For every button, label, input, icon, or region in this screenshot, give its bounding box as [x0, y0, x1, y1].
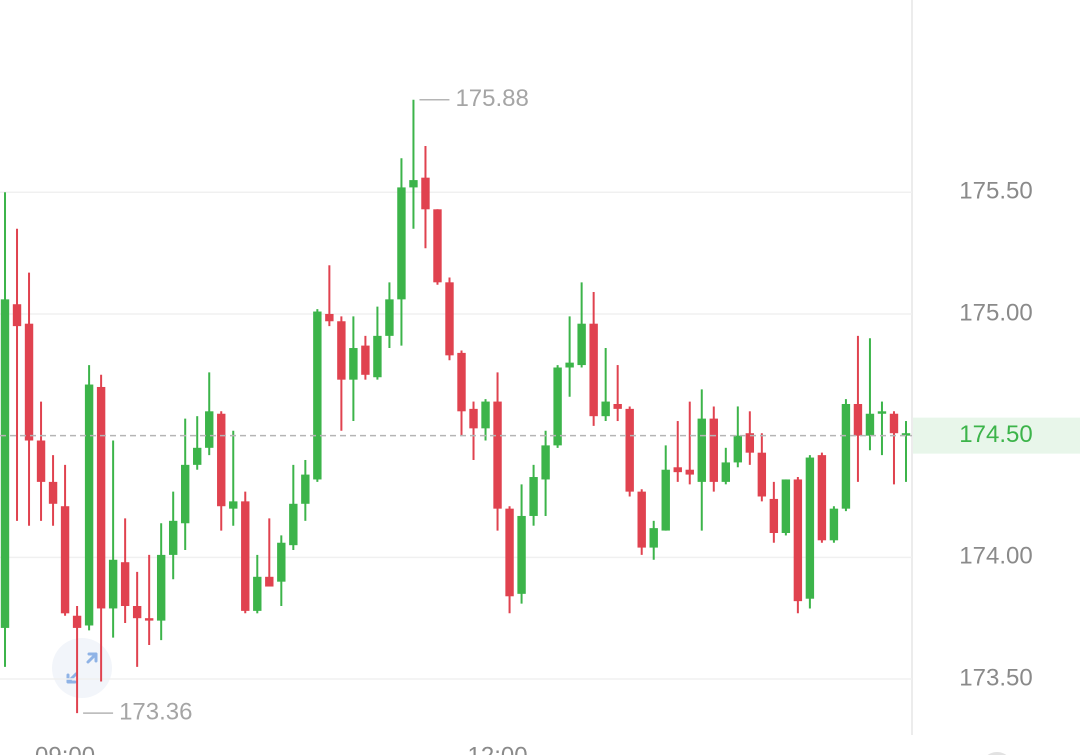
candle-body [577, 323, 586, 366]
candle-body [397, 187, 406, 300]
candle-body [181, 464, 190, 524]
candle-body [481, 401, 490, 429]
candle-body [409, 180, 418, 188]
candle-body [697, 418, 706, 482]
candle-body [709, 418, 718, 482]
candle-body [265, 576, 274, 587]
candle-body [313, 311, 322, 480]
candle-body [217, 413, 226, 507]
candle-body [649, 528, 658, 548]
candle-body [721, 462, 730, 482]
candle-body [733, 435, 743, 463]
candle-body [469, 408, 478, 429]
candle-body [325, 313, 334, 322]
y-tick-label: 175.00 [959, 299, 1032, 326]
candle-body [277, 542, 286, 582]
x-tick-label: 09:00 [35, 742, 95, 755]
candle-body [156, 554, 166, 621]
candle-body [685, 469, 694, 475]
candle-body [361, 345, 370, 375]
y-tick-label: 173.50 [959, 664, 1032, 691]
settings-button[interactable] [981, 752, 1013, 755]
high-label: 175.88 [455, 85, 528, 112]
candle-body [529, 477, 538, 516]
candle-body [517, 515, 526, 594]
current-price-tag [913, 417, 1080, 454]
candle-body [901, 433, 911, 436]
candle-body [745, 433, 755, 453]
candle-body [24, 323, 34, 441]
candle-body [229, 501, 238, 509]
candle-body [589, 323, 598, 417]
candle-body [781, 479, 791, 533]
candle-body [613, 404, 622, 409]
candle-body [205, 411, 214, 448]
x-tick-label: 12:00 [468, 742, 528, 755]
candle-body [421, 177, 430, 210]
candle-body [889, 413, 899, 434]
candle-body [673, 467, 682, 473]
candle-body [493, 401, 502, 509]
current-price-label: 174.50 [959, 421, 1032, 448]
candle-body [84, 384, 94, 626]
candle-body [457, 352, 466, 412]
candle-body [96, 386, 106, 609]
candle-body [60, 506, 70, 614]
candle-body [253, 576, 262, 611]
low-label: 173.36 [119, 698, 192, 725]
candle-body [433, 209, 442, 283]
candle-body [841, 404, 851, 509]
candle-body [0, 299, 10, 628]
candle-body [817, 455, 827, 541]
candle-body [793, 479, 803, 602]
candle-body [144, 618, 154, 621]
y-tick-label: 174.00 [959, 543, 1032, 570]
candle-body [108, 559, 118, 609]
candle-body [853, 404, 863, 436]
candle-body [349, 348, 358, 380]
candle-body [757, 452, 767, 497]
expand-button[interactable] [52, 638, 112, 698]
candle-body [373, 335, 382, 378]
candle-body [601, 401, 610, 417]
candle-body [829, 508, 839, 541]
candle-body [769, 498, 779, 533]
candle-body [12, 304, 22, 327]
candle-body [120, 562, 130, 607]
candle-body [661, 469, 670, 531]
candle-body [289, 503, 298, 546]
candle-body [48, 481, 58, 504]
candle-body [625, 408, 634, 492]
expand-button-bg [52, 638, 112, 698]
candle-body [877, 411, 887, 414]
candle-body [865, 413, 875, 436]
candle-body [565, 362, 574, 368]
candle-body [241, 501, 250, 611]
candle-body [72, 615, 82, 628]
candle-body [36, 440, 46, 482]
candle-body [553, 367, 562, 446]
candle-body [805, 457, 815, 599]
candle-body [541, 445, 550, 480]
candle-body [445, 282, 454, 356]
candle-body [132, 606, 142, 619]
candle-body [193, 447, 202, 465]
candle-body [385, 299, 394, 336]
candle-body [337, 321, 346, 380]
candle-body [168, 520, 178, 555]
candle-body [505, 508, 514, 597]
candle-body [301, 474, 310, 504]
y-tick-label: 175.50 [959, 178, 1032, 205]
candle-body [637, 491, 646, 548]
